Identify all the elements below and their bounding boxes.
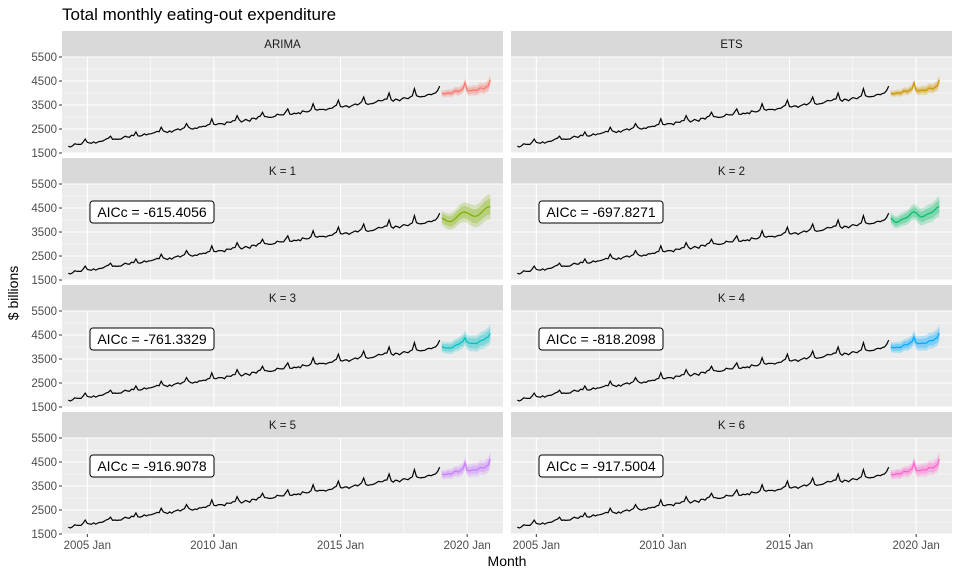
- y-tick-label: 1500: [31, 402, 57, 414]
- forecast-line: [441, 458, 491, 476]
- y-tick-label: 2500: [31, 251, 57, 263]
- y-tick-label: 2500: [31, 505, 57, 517]
- forecast-line: [890, 206, 940, 223]
- forecast-line: [890, 79, 940, 95]
- history-line: [517, 339, 890, 402]
- facet-label: ETS: [720, 39, 743, 51]
- forecast-line: [890, 458, 940, 476]
- panel-k-2: K = 2 AICc = -697.8271: [511, 158, 952, 281]
- forecast-line: [441, 206, 491, 223]
- aicc-label-box: [89, 200, 215, 224]
- facet-label: K = 6: [718, 420, 745, 432]
- y-tick-label: 4500: [31, 457, 57, 469]
- facet-label: K = 3: [269, 293, 296, 305]
- y-tick-label: 5500: [31, 179, 57, 191]
- panel-k-6: K = 6 2005 Jan 2010 Jan 2015 Jan 2020 Jan AIC…: [511, 412, 952, 552]
- y-tick-label: 4500: [31, 203, 57, 215]
- forecast-line: [890, 332, 940, 349]
- facet-label: K = 2: [718, 166, 745, 178]
- y-tick-label: 5500: [31, 306, 57, 318]
- history-line: [517, 212, 890, 275]
- y-tick-label: 3500: [31, 354, 57, 366]
- aicc-label-box: [538, 454, 664, 478]
- aicc-label-box: [538, 200, 664, 224]
- y-axis-title: $ billions: [5, 266, 21, 320]
- x-tick-label: 2015 Jan: [317, 540, 364, 552]
- aicc-label: AICc = -916.9078: [97, 458, 207, 474]
- history-line: [68, 85, 441, 148]
- facet-label: K = 1: [269, 166, 296, 178]
- facet-strip: [511, 412, 952, 438]
- y-tick-label: 3500: [31, 481, 57, 493]
- panel-ets: ETS: [511, 31, 952, 154]
- y-tick-label: 1500: [31, 529, 57, 541]
- forecast-line: [441, 333, 491, 349]
- x-tick-label: 2020 Jan: [443, 540, 490, 552]
- x-tick-label: 2005 Jan: [513, 540, 560, 552]
- x-tick-label: 2020 Jan: [892, 540, 939, 552]
- aicc-label-box: [89, 327, 215, 351]
- facet-strip: [62, 285, 503, 311]
- history-line: [517, 85, 890, 148]
- x-tick-label: 2005 Jan: [64, 540, 111, 552]
- facet-strip: [511, 285, 952, 311]
- aicc-label: AICc = -761.3329: [97, 331, 207, 347]
- facet-label: ARIMA: [264, 39, 301, 51]
- history-line: [68, 339, 441, 402]
- aicc-label-box: [538, 327, 664, 351]
- facet-strip: [62, 31, 503, 57]
- history-line: [68, 212, 441, 275]
- facet-strip: [511, 31, 952, 57]
- y-tick-label: 3500: [31, 227, 57, 239]
- panel-k-4: K = 4 AICc = -818.2098: [511, 285, 952, 408]
- aicc-label: AICc = -818.2098: [546, 331, 656, 347]
- history-line: [517, 466, 890, 529]
- x-axis-title: Month: [488, 553, 527, 569]
- facet-label: K = 4: [718, 293, 746, 305]
- chart-title: Total monthly eating-out expenditure: [62, 5, 336, 24]
- aicc-label: AICc = -615.4056: [97, 204, 207, 220]
- forecast-line: [441, 79, 491, 95]
- panel-k-1: K = 1 1500 2500 3500 4500 5500 AICc = -615.405…: [31, 158, 503, 287]
- facet-label: K = 5: [269, 420, 296, 432]
- y-tick-label: 2500: [31, 124, 57, 136]
- aicc-label: AICc = -697.8271: [546, 204, 656, 220]
- y-tick-label: 3500: [31, 100, 57, 112]
- x-tick-label: 2010 Jan: [639, 540, 686, 552]
- x-tick-label: 2010 Jan: [190, 540, 237, 552]
- panel-k-5: K = 5 1500 2500 3500 4500 5500 2005 Jan 2010 Ja…: [31, 412, 503, 552]
- aicc-label: AICc = -917.5004: [546, 458, 656, 474]
- history-line: [68, 466, 441, 529]
- facet-strip: [62, 412, 503, 438]
- y-tick-label: 1500: [31, 148, 57, 160]
- y-tick-label: 4500: [31, 76, 57, 88]
- y-tick-label: 1500: [31, 275, 57, 287]
- panels-group: ARIMA 1500 2500 3500 4500 5500 ETS K = 1 1500 250…: [31, 31, 952, 552]
- y-tick-label: 4500: [31, 330, 57, 342]
- y-tick-label: 5500: [31, 433, 57, 445]
- panel-k-3: K = 3 1500 2500 3500 4500 5500 AICc = -761.332…: [31, 285, 503, 414]
- facet-strip: [511, 158, 952, 184]
- facet-strip: [62, 158, 503, 184]
- y-tick-label: 5500: [31, 52, 57, 64]
- aicc-label-box: [89, 454, 215, 478]
- panel-arima: ARIMA 1500 2500 3500 4500 5500: [31, 31, 503, 160]
- y-tick-label: 2500: [31, 378, 57, 390]
- x-tick-label: 2015 Jan: [766, 540, 813, 552]
